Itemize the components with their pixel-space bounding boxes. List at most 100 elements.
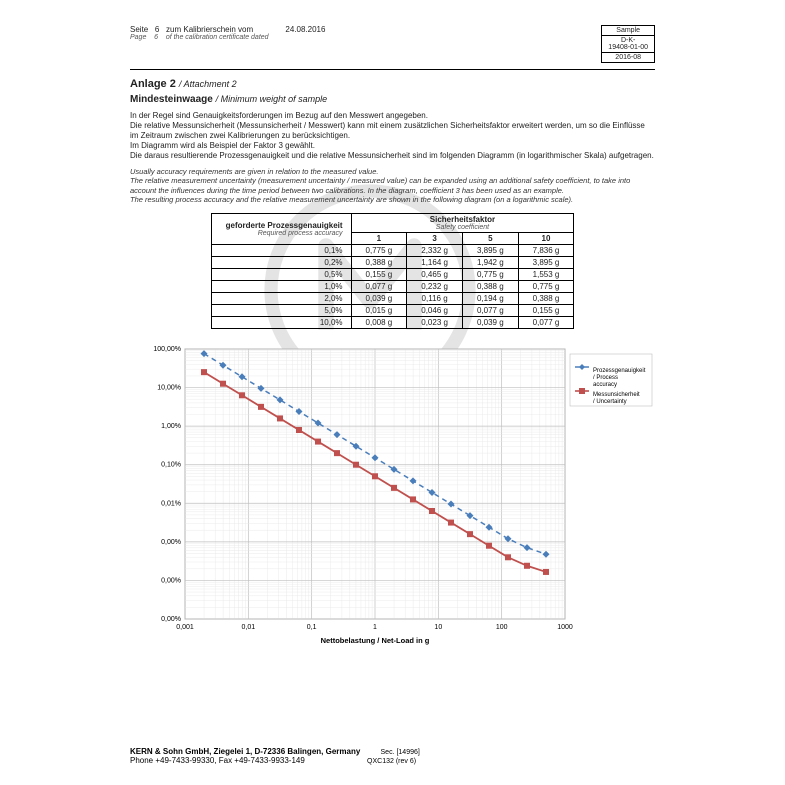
table-row-label: 0,5% <box>211 268 351 280</box>
table-cell: 1,164 g <box>407 256 463 268</box>
table-rowhead-en: Required process accuracy <box>226 230 343 237</box>
safety-coefficient-table: geforderte Prozessgenauigkeit Required p… <box>211 213 575 329</box>
table-col-header: 5 <box>462 232 518 244</box>
table-cell: 0,015 g <box>351 304 407 316</box>
table-row-label: 0,1% <box>211 244 351 256</box>
table-col-header: 10 <box>518 232 574 244</box>
table-cell: 0,388 g <box>518 292 574 304</box>
table-row-label: 0,2% <box>211 256 351 268</box>
heading-anlage-main: Anlage 2 <box>130 78 176 90</box>
heading-mindest: Mindesteinwaage / Minimum weight of samp… <box>130 94 655 105</box>
table-row: 2,0%0,039 g0,116 g0,194 g0,388 g <box>211 292 574 304</box>
table-cell: 3,895 g <box>518 256 574 268</box>
table-cell: 0,077 g <box>351 280 407 292</box>
table-row-label: 10,0% <box>211 316 351 328</box>
svg-text:0,01%: 0,01% <box>161 500 181 507</box>
table-cell: 1,553 g <box>518 268 574 280</box>
document-page: Seite 6 zum Kalibrierschein vom 24.08.20… <box>130 25 655 649</box>
svg-text:Messunsicherheit: Messunsicherheit <box>593 392 640 398</box>
footer-sec: Sec. [14996] <box>381 749 420 756</box>
table-row-label: 2,0% <box>211 292 351 304</box>
table-header-de: Sicherheitsfaktor <box>430 215 495 224</box>
table-cell: 0,008 g <box>351 316 407 328</box>
table-row-label: 5,0% <box>211 304 351 316</box>
table-row: 0,2%0,388 g1,164 g1,942 g3,895 g <box>211 256 574 268</box>
table-col-header: 3 <box>407 232 463 244</box>
table-cell: 2,332 g <box>407 244 463 256</box>
svg-text:/ Process: / Process <box>593 375 618 381</box>
svg-text:0,00%: 0,00% <box>161 538 181 545</box>
table-cell: 0,077 g <box>518 316 574 328</box>
table-row: 0,5%0,155 g0,465 g0,775 g1,553 g <box>211 268 574 280</box>
paragraph-en: Usually accuracy requirements are given … <box>130 167 655 205</box>
page-number: 6 <box>155 25 159 34</box>
table-header-en: Safety coefficient <box>366 224 560 231</box>
sample-box-r3: 2016-08 <box>602 53 654 62</box>
svg-text:0,00%: 0,00% <box>161 616 181 623</box>
table-row: 5,0%0,015 g0,046 g0,077 g0,155 g <box>211 304 574 316</box>
page-number-en: 6 <box>154 34 158 41</box>
page-header: Seite 6 zum Kalibrierschein vom 24.08.20… <box>130 25 655 63</box>
table-cell: 0,116 g <box>407 292 463 304</box>
svg-text:0,10%: 0,10% <box>161 461 181 468</box>
svg-text:0,00%: 0,00% <box>161 577 181 584</box>
cert-date: 24.08.2016 <box>285 25 325 34</box>
table-col-header: 1 <box>351 232 407 244</box>
page-label-en: Page <box>130 34 146 41</box>
table-cell: 3,895 g <box>462 244 518 256</box>
sample-box-r2: D-K- 19408-01-00 <box>602 36 654 53</box>
svg-text:accuracy: accuracy <box>593 382 617 388</box>
table-cell: 0,232 g <box>407 280 463 292</box>
table-header-main: Sicherheitsfaktor Safety coefficient <box>351 213 574 232</box>
svg-text:/ Uncertainty: / Uncertainty <box>593 399 627 405</box>
svg-text:10,00%: 10,00% <box>157 384 181 391</box>
table-cell: 0,039 g <box>351 292 407 304</box>
svg-text:1,00%: 1,00% <box>161 423 181 430</box>
sample-box-r1: Sample <box>602 26 654 36</box>
heading-mindest-sub: / Minimum weight of sample <box>216 94 328 104</box>
heading-anlage-sub: / Attachment 2 <box>179 79 237 89</box>
of-label: of the calibration certificate dated <box>166 34 269 41</box>
zum-label: zum Kalibrierschein vom <box>166 25 253 34</box>
svg-text:10: 10 <box>434 624 442 631</box>
table-cell: 0,155 g <box>351 268 407 280</box>
table-row-label: 1,0% <box>211 280 351 292</box>
table-cell: 0,775 g <box>462 268 518 280</box>
table-cell: 0,388 g <box>351 256 407 268</box>
paragraph-de: In der Regel sind Genauigkeitsforderunge… <box>130 111 655 161</box>
table-cell: 7,836 g <box>518 244 574 256</box>
table-cell: 0,194 g <box>462 292 518 304</box>
table-cell: 0,388 g <box>462 280 518 292</box>
table-rowhead-de: geforderte Prozessgenauigkeit <box>226 221 343 230</box>
table-cell: 1,942 g <box>462 256 518 268</box>
svg-text:100,00%: 100,00% <box>153 346 181 353</box>
svg-text:0,01: 0,01 <box>242 624 256 631</box>
table-cell: 0,046 g <box>407 304 463 316</box>
table-cell: 0,155 g <box>518 304 574 316</box>
page-footer: KERN & Sohn GmbH, Ziegelei 1, D-72336 Ba… <box>130 747 420 765</box>
svg-text:1000: 1000 <box>557 624 573 631</box>
table-cell: 0,775 g <box>518 280 574 292</box>
svg-text:1: 1 <box>373 624 377 631</box>
table-cell: 0,465 g <box>407 268 463 280</box>
table-row: 1,0%0,077 g0,232 g0,388 g0,775 g <box>211 280 574 292</box>
table-cell: 0,775 g <box>351 244 407 256</box>
table-cell: 0,039 g <box>462 316 518 328</box>
svg-text:0,001: 0,001 <box>176 624 194 631</box>
table-cell: 0,023 g <box>407 316 463 328</box>
table-row: 10,0%0,008 g0,023 g0,039 g0,077 g <box>211 316 574 328</box>
seite-label: Seite <box>130 25 148 34</box>
loglog-chart: 0,001 0,01 0,1 1 10 100 1000 0,00% 0,00% 0,00% 0,0… <box>130 339 655 649</box>
table-row: 0,1%0,775 g2,332 g3,895 g7,836 g <box>211 244 574 256</box>
svg-text:Nettobelastung / Net-Load in g: Nettobelastung / Net-Load in g <box>321 636 430 645</box>
heading-mindest-main: Mindesteinwaage <box>130 94 213 105</box>
chart-container: 0,001 0,01 0,1 1 10 100 1000 0,00% 0,00% 0,00% 0,0… <box>130 339 655 649</box>
svg-text:0,1: 0,1 <box>307 624 317 631</box>
table-rowhead: geforderte Prozessgenauigkeit Required p… <box>211 213 351 244</box>
sample-box: Sample D-K- 19408-01-00 2016-08 <box>601 25 655 63</box>
footer-doc: QXC132 (rev 6) <box>367 758 416 765</box>
svg-text:100: 100 <box>496 624 508 631</box>
footer-company: KERN & Sohn GmbH, Ziegelei 1, D-72336 Ba… <box>130 747 360 756</box>
header-divider <box>130 69 655 70</box>
svg-text:Prozessgenauigkeit: Prozessgenauigkeit <box>593 368 646 374</box>
